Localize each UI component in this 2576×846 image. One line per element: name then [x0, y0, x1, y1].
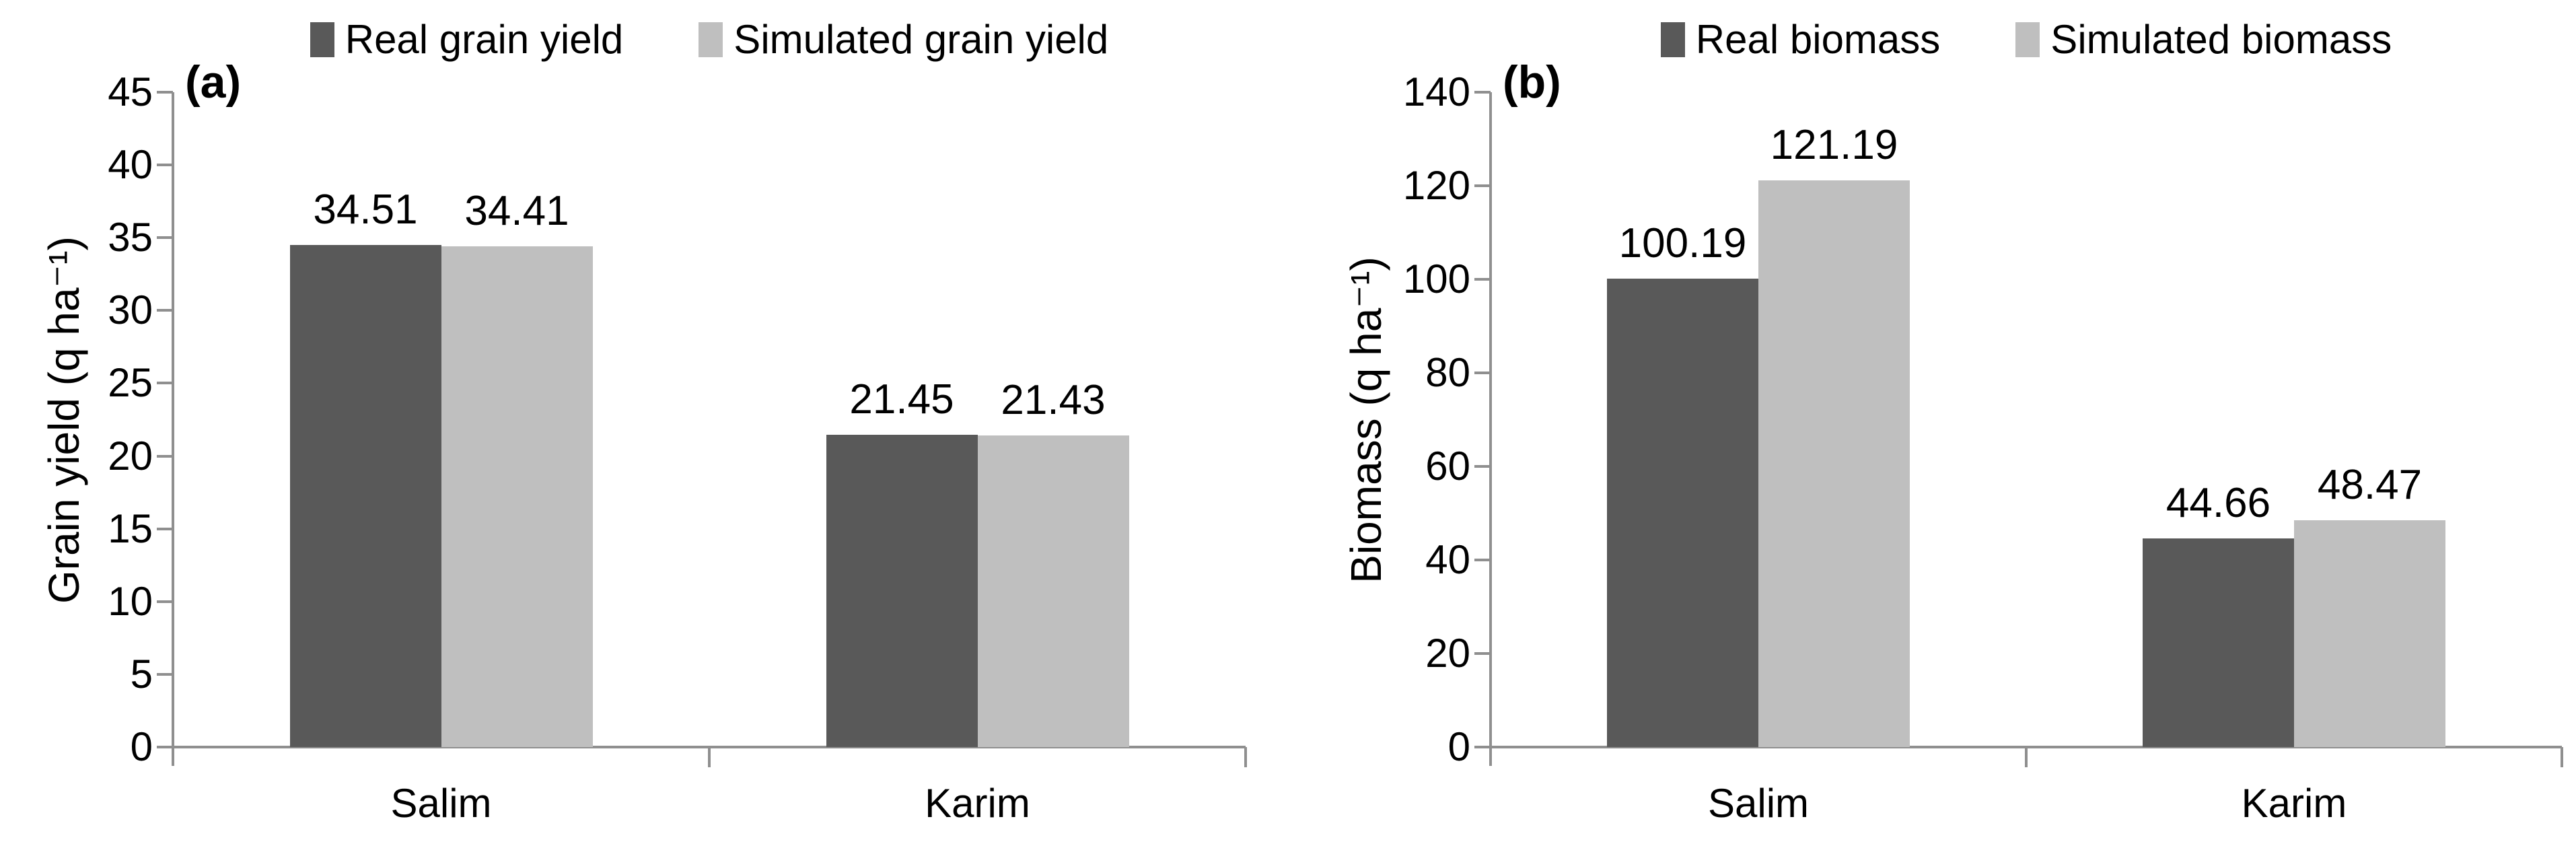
bar-value-label: 100.19 [1618, 219, 1747, 267]
bar [1607, 278, 1758, 747]
bar-value-label: 34.51 [313, 186, 418, 233]
y-tick-mark [157, 600, 173, 603]
bar-value-label: 48.47 [2317, 462, 2423, 509]
y-tick-label: 80 [1425, 350, 1470, 395]
chart-panel-a: Real grain yield Simulated grain yield (a)… [0, 0, 1279, 846]
panel-label: (b) [1503, 57, 1561, 108]
legend-label: Real biomass [1695, 17, 1941, 62]
y-tick-label: 30 [108, 287, 153, 333]
bar-value-label: 21.43 [1001, 376, 1106, 423]
y-tick-mark [157, 746, 173, 748]
y-tick-mark [157, 164, 173, 167]
y-tick-label: 20 [108, 433, 153, 479]
bar [826, 435, 978, 747]
y-tick-label: 5 [130, 651, 153, 697]
bar [289, 244, 441, 747]
y-tick-mark [1474, 184, 1491, 187]
y-tick-mark [157, 672, 173, 676]
y-tick-mark [157, 236, 173, 240]
legend-swatch-icon [310, 22, 334, 57]
bar [2143, 538, 2294, 747]
category-tick-mark [2561, 747, 2563, 767]
y-tick-mark [157, 91, 173, 94]
category-tick-mark [1244, 747, 1247, 767]
legend-label: Simulated biomass [2050, 17, 2392, 62]
category-tick-mark [2025, 747, 2028, 767]
y-tick-mark [1474, 372, 1491, 374]
legend: Real grain yield Simulated grain yield [173, 16, 1246, 63]
category-label: Karim [925, 781, 1030, 826]
y-tick-label: 35 [108, 215, 153, 260]
y-tick-label: 10 [108, 578, 153, 624]
bar [977, 435, 1129, 747]
y-tick-label: 40 [1425, 537, 1470, 582]
y-axis-line [1489, 92, 1492, 766]
y-tick-label: 100 [1402, 256, 1470, 302]
bar [1758, 180, 1910, 747]
panel-label: (a) [185, 57, 242, 108]
y-tick-label: 40 [108, 142, 153, 188]
bar [441, 246, 593, 747]
y-tick-mark [1474, 746, 1491, 748]
y-tick-label: 60 [1425, 444, 1470, 489]
y-tick-mark [1474, 465, 1491, 468]
y-tick-mark [157, 527, 173, 530]
y-tick-label: 140 [1402, 69, 1470, 114]
bar-value-label: 121.19 [1770, 121, 1898, 168]
y-tick-mark [157, 382, 173, 385]
y-tick-mark [1474, 559, 1491, 561]
bar-value-label: 44.66 [2166, 479, 2271, 526]
y-tick-mark [157, 454, 173, 458]
y-axis-line [172, 92, 174, 766]
y-tick-label: 0 [1447, 724, 1470, 769]
y-tick-mark [1474, 278, 1491, 281]
legend-item: Real biomass [1660, 16, 1941, 63]
y-tick-label: 0 [130, 724, 153, 769]
legend-swatch-icon [699, 22, 723, 57]
legend-item: Simulated biomass [2015, 16, 2392, 63]
legend-item: Simulated grain yield [699, 16, 1108, 63]
y-tick-label: 45 [108, 69, 153, 114]
y-tick-label: 15 [108, 505, 153, 551]
y-tick-label: 20 [1425, 631, 1470, 676]
bar-value-label: 21.45 [849, 376, 954, 423]
y-axis-title: Biomass (q ha⁻¹) [1342, 256, 1390, 584]
y-tick-mark [1474, 91, 1491, 94]
legend-label: Simulated grain yield [734, 17, 1109, 62]
legend-item: Real grain yield [310, 16, 624, 63]
chart-panel-b: Real biomass Simulated biomass (b) Biomass … [1279, 0, 2576, 846]
bar-value-label: 34.41 [464, 187, 569, 234]
y-tick-label: 120 [1402, 163, 1470, 208]
bar [2294, 520, 2445, 747]
y-tick-mark [1474, 652, 1491, 655]
y-tick-mark [157, 309, 173, 312]
category-label: Salim [1707, 781, 1810, 826]
legend-swatch-icon [2015, 22, 2040, 57]
category-label: Karim [2241, 781, 2347, 826]
legend-swatch-icon [1660, 22, 1685, 57]
legend: Real biomass Simulated biomass [1491, 16, 2562, 63]
category-label: Salim [390, 781, 492, 826]
category-tick-mark [708, 747, 711, 767]
legend-label: Real grain yield [345, 17, 624, 62]
y-tick-label: 25 [108, 360, 153, 406]
